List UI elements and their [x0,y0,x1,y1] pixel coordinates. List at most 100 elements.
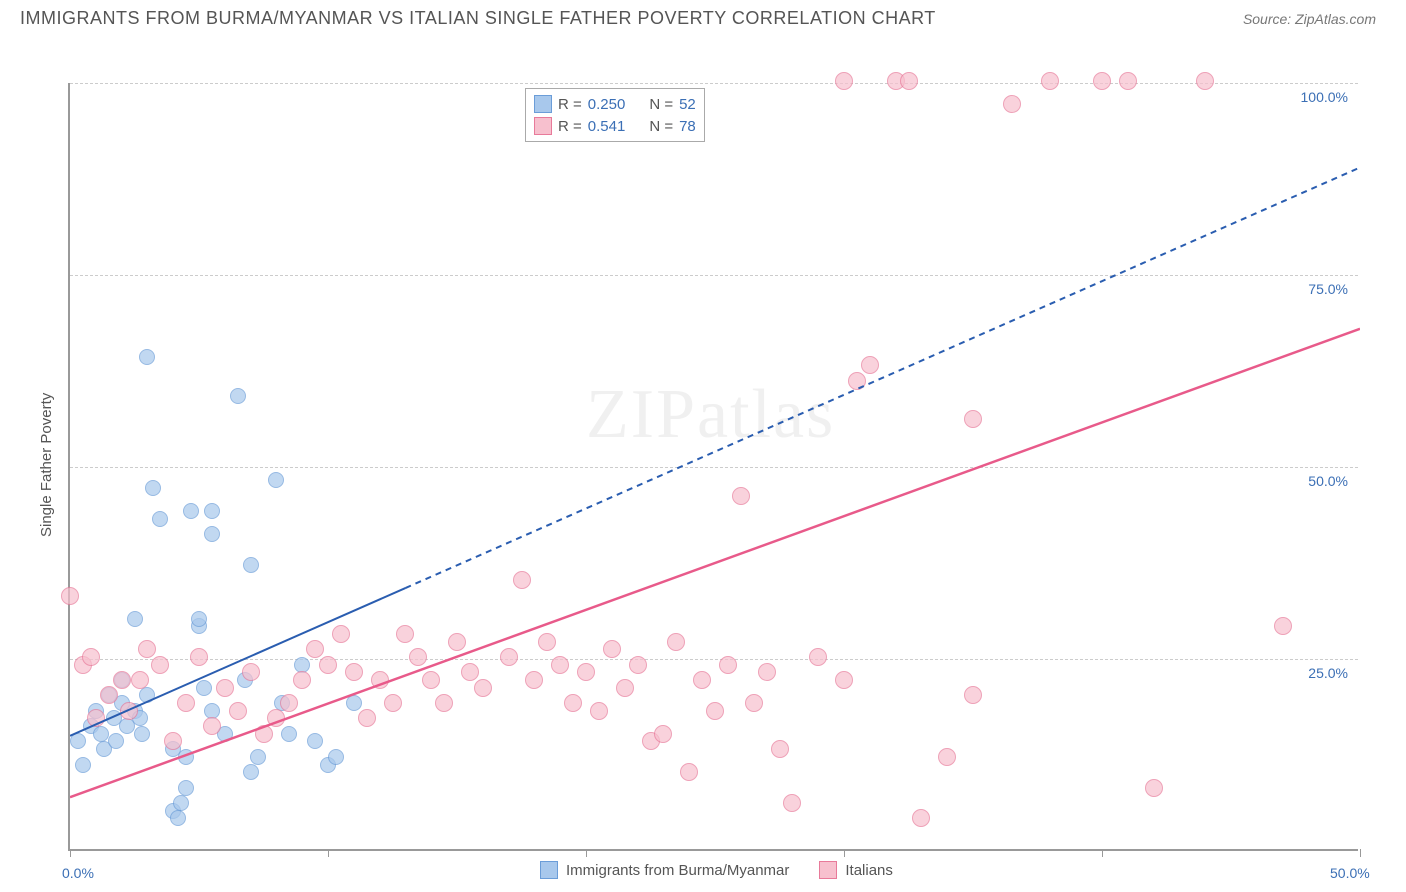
gridline [70,467,1358,468]
gridline [70,275,1358,276]
scatter-point-italians [745,694,763,712]
scatter-point-italians [1196,72,1214,90]
scatter-point-burma [70,733,86,749]
scatter-point-italians [396,625,414,643]
scatter-point-italians [861,356,879,374]
y-tick-label: 50.0% [1308,473,1348,489]
x-tick [844,849,845,857]
scatter-point-burma [139,687,155,703]
scatter-point-burma [191,611,207,627]
scatter-point-burma [183,503,199,519]
scatter-point-italians [293,671,311,689]
scatter-point-burma [328,749,344,765]
x-tick [1360,849,1361,857]
legend-r-label: R = [558,96,582,113]
x-tick [586,849,587,857]
scatter-point-italians [719,656,737,674]
x-tick-label: 0.0% [62,865,94,881]
scatter-point-italians [783,794,801,812]
scatter-point-italians [809,648,827,666]
x-tick-label: 50.0% [1330,865,1370,881]
scatter-point-burma [346,695,362,711]
scatter-point-italians [384,694,402,712]
y-axis-label: Single Father Poverty [38,393,55,537]
scatter-point-italians [138,640,156,658]
x-tick [1102,849,1103,857]
scatter-point-italians [280,694,298,712]
correlation-legend: R = 0.250 N = 52 R = 0.541N = 78 [525,88,705,142]
legend-row-italians: R = 0.541N = 78 [534,115,696,137]
scatter-point-italians [848,372,866,390]
scatter-point-burma [108,733,124,749]
scatter-point-italians [120,702,138,720]
scatter-point-italians [358,709,376,727]
scatter-point-burma [170,810,186,826]
scatter-point-italians [448,633,466,651]
scatter-point-italians [654,725,672,743]
scatter-point-burma [268,472,284,488]
scatter-point-italians [629,656,647,674]
legend-n-value: 78 [679,118,696,135]
legend-n-label: N = [649,96,673,113]
scatter-point-burma [75,757,91,773]
scatter-point-italians [61,587,79,605]
scatter-point-italians [345,663,363,681]
scatter-point-italians [131,671,149,689]
legend-label: Immigrants from Burma/Myanmar [566,862,789,879]
scatter-point-italians [435,694,453,712]
scatter-point-burma [134,726,150,742]
scatter-point-italians [603,640,621,658]
scatter-point-italians [409,648,427,666]
scatter-point-burma [196,680,212,696]
scatter-point-burma [93,726,109,742]
legend-r-value: 0.541 [588,118,626,135]
scatter-point-burma [145,480,161,496]
scatter-point-italians [461,663,479,681]
scatter-point-italians [216,679,234,697]
legend-r-value: 0.250 [588,96,626,113]
scatter-point-burma [250,749,266,765]
legend-row-burma: R = 0.250 N = 52 [534,93,696,115]
legend-item-italians: Italians [819,861,893,879]
scatter-point-italians [100,686,118,704]
scatter-point-italians [525,671,543,689]
scatter-point-italians [422,671,440,689]
scatter-point-italians [229,702,247,720]
scatter-point-italians [1119,72,1137,90]
series-legend: Immigrants from Burma/Myanmar Italians [540,861,893,879]
legend-swatch [819,861,837,879]
legend-swatch [534,117,552,135]
legend-item-burma: Immigrants from Burma/Myanmar [540,861,789,879]
scatter-point-italians [113,671,131,689]
legend-n-value: 52 [679,96,696,113]
scatter-point-burma [230,388,246,404]
scatter-point-italians [1093,72,1111,90]
scatter-point-italians [82,648,100,666]
source-attribution: Source: ZipAtlas.com [1243,11,1376,27]
scatter-point-italians [564,694,582,712]
y-tick-label: 75.0% [1308,281,1348,297]
scatter-point-italians [164,732,182,750]
plot-area: ZIPatlas25.0%50.0%75.0%100.0%0.0%50.0%R … [68,83,1358,851]
legend-swatch [534,95,552,113]
scatter-point-italians [87,709,105,727]
scatter-point-italians [912,809,930,827]
scatter-point-italians [190,648,208,666]
y-tick-label: 25.0% [1308,665,1348,681]
scatter-point-italians [835,671,853,689]
scatter-point-italians [835,72,853,90]
scatter-point-burma [127,611,143,627]
chart-title: IMMIGRANTS FROM BURMA/MYANMAR VS ITALIAN… [20,8,936,29]
scatter-point-burma [281,726,297,742]
gridline [70,83,1358,84]
scatter-point-italians [616,679,634,697]
watermark: ZIPatlas [586,375,835,455]
scatter-point-italians [706,702,724,720]
scatter-point-italians [332,625,350,643]
scatter-point-burma [178,780,194,796]
scatter-point-italians [758,663,776,681]
scatter-point-burma [204,526,220,542]
scatter-point-italians [177,694,195,712]
scatter-point-italians [964,410,982,428]
scatter-point-italians [590,702,608,720]
